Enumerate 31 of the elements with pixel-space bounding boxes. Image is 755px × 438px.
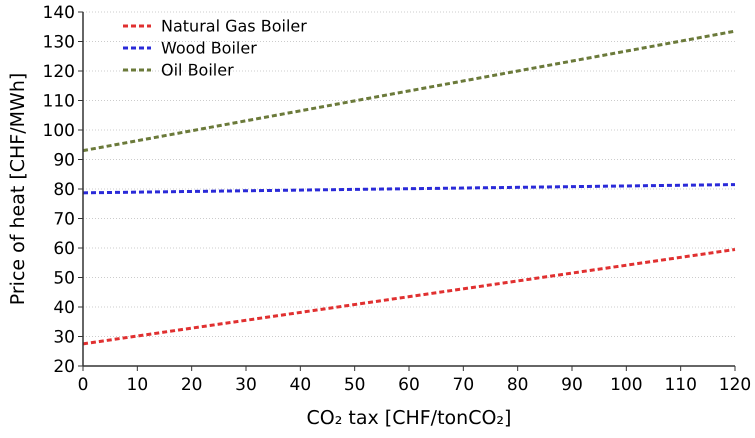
y-tick-label: 120 <box>42 62 75 82</box>
x-tick-label: 20 <box>180 375 202 395</box>
x-tick-label: 90 <box>561 375 583 395</box>
x-tick-label: 70 <box>452 375 474 395</box>
y-tick-label: 60 <box>53 238 75 259</box>
x-tick-label: 50 <box>344 375 366 395</box>
x-tick-label: 0 <box>78 375 88 395</box>
x-tick-label: 120 <box>718 375 752 395</box>
y-axis-title: Price of heat [CHF/MWh] <box>7 72 29 306</box>
x-tick-label: 100 <box>610 375 643 395</box>
y-tick-label: 130 <box>42 32 75 52</box>
x-tick-label: 30 <box>235 375 257 395</box>
y-tick-label: 110 <box>42 91 75 112</box>
y-tick-label: 100 <box>42 120 75 141</box>
x-tick-label: 40 <box>290 375 312 395</box>
y-tick-label: 90 <box>53 150 75 170</box>
x-tick-label: 60 <box>398 375 420 395</box>
x-axis-title: CO₂ tax [CHF/tonCO₂] <box>306 407 512 429</box>
y-tick-label: 30 <box>53 327 75 348</box>
y-tick-label: 140 <box>42 2 75 23</box>
legend-label: Oil Boiler <box>161 60 234 80</box>
x-tick-label: 80 <box>506 375 528 395</box>
y-tick-label: 80 <box>53 180 75 200</box>
y-tick-label: 70 <box>53 209 75 230</box>
x-tick-label: 10 <box>126 375 148 395</box>
y-tick-label: 40 <box>53 298 75 318</box>
y-tick-label: 50 <box>53 268 75 288</box>
legend-label: Natural Gas Boiler <box>161 16 308 36</box>
y-tick-label: 20 <box>53 356 75 377</box>
legend-label: Wood Boiler <box>161 38 258 58</box>
x-tick-label: 110 <box>664 375 697 395</box>
